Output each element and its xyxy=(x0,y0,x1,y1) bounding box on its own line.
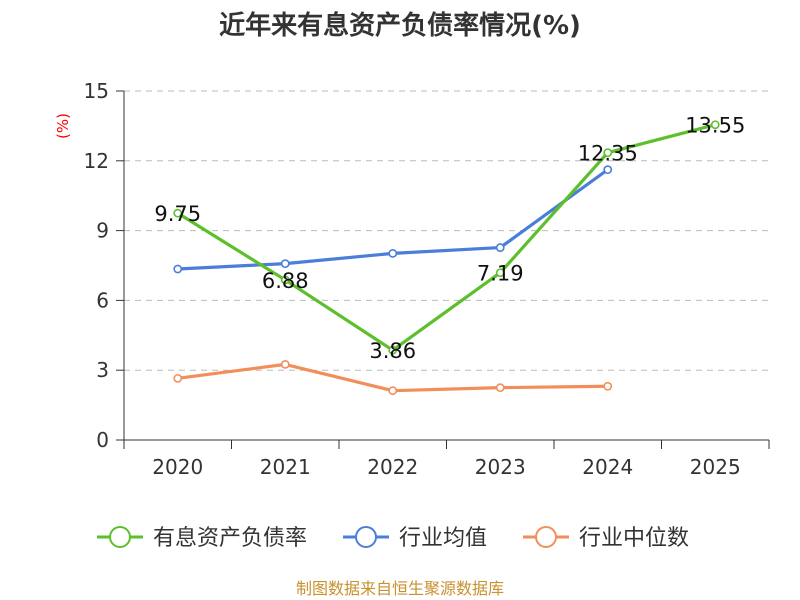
data-point xyxy=(388,386,398,396)
data-label: 12.35 xyxy=(578,142,638,166)
x-tick-label: 2022 xyxy=(367,455,418,479)
data-point xyxy=(173,208,183,218)
data-label: 6.88 xyxy=(262,269,309,293)
data-point xyxy=(495,268,505,278)
legend[interactable]: 有息资产负债率 行业均值 行业中位数 xyxy=(97,526,689,551)
x-tick-label: 2021 xyxy=(260,455,311,479)
data-point xyxy=(603,165,613,175)
grid-lines xyxy=(124,90,769,371)
data-point xyxy=(388,249,398,258)
data-point xyxy=(280,275,290,285)
legend-label: 有息资产负债率 xyxy=(153,526,307,551)
data-point xyxy=(280,359,290,369)
y-tick-label: 6 xyxy=(96,288,109,312)
y-tick-label: 12 xyxy=(84,149,109,173)
data-point xyxy=(710,120,720,130)
data-point xyxy=(495,243,505,252)
legend-swatch-marker xyxy=(355,526,377,548)
data-label: 13.55 xyxy=(685,114,745,138)
legend-label: 行业中位数 xyxy=(579,526,689,551)
x-tick-label: 2023 xyxy=(475,455,526,479)
legend-item[interactable]: 行业中位数 xyxy=(523,526,689,551)
data-point xyxy=(173,373,183,383)
chart-title: 近年来有息资产负债率情况(%) xyxy=(219,10,581,41)
data-source-note: 制图数据来自恒生聚源数据库 xyxy=(296,579,504,598)
y-tick-label: 15 xyxy=(84,79,109,103)
data-label: 9.75 xyxy=(154,202,201,226)
legend-item[interactable]: 有息资产负债率 xyxy=(97,526,307,551)
axes: 0 3 6 9 12 15 2020 2021 2022 2023 2024 2025 xyxy=(84,79,770,479)
data-label: 7.19 xyxy=(477,262,524,286)
y-tick-label: 9 xyxy=(96,219,109,243)
data-label: 3.86 xyxy=(369,339,416,363)
x-tick-label: 2020 xyxy=(152,455,203,479)
data-point xyxy=(388,345,398,355)
legend-swatch-marker xyxy=(535,526,557,548)
legend-item[interactable]: 行业均值 xyxy=(343,526,487,551)
data-labels: 9.75 6.88 3.86 7.19 12.35 13.55 xyxy=(154,114,745,363)
data-point xyxy=(603,148,613,158)
legend-swatch-marker xyxy=(109,526,131,548)
series-layer xyxy=(173,120,720,396)
data-point xyxy=(495,383,505,393)
x-tick-label: 2024 xyxy=(582,455,633,479)
data-point xyxy=(603,381,613,391)
y-tick-label: 3 xyxy=(96,358,109,382)
y-axis-label: (%) xyxy=(54,113,72,139)
x-tick-label: 2025 xyxy=(690,455,741,479)
y-tick-label: 0 xyxy=(96,428,109,452)
data-point xyxy=(280,259,290,269)
legend-label: 行业均值 xyxy=(399,526,487,551)
series-line xyxy=(176,123,717,352)
data-point xyxy=(173,264,183,274)
